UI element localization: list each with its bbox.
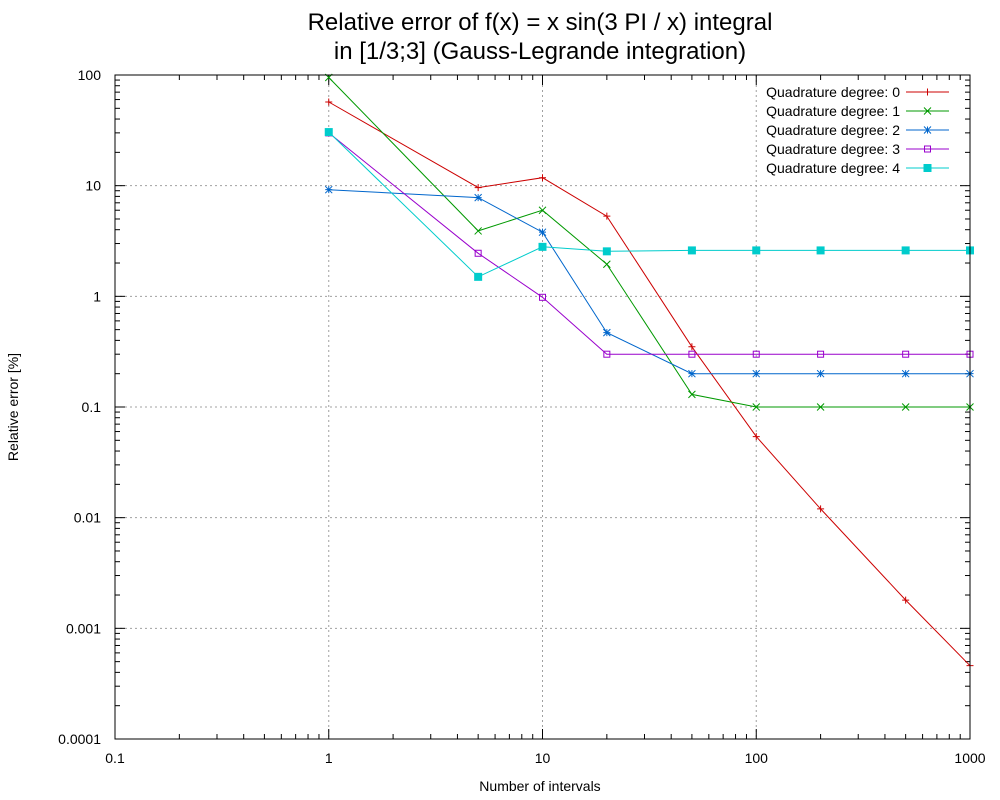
series-2-point [816, 369, 825, 378]
legend-marker [923, 164, 932, 172]
series-3-point [688, 350, 696, 358]
series-1-point [816, 403, 825, 411]
legend-label: Quadrature degree: 2 [766, 122, 900, 138]
series-1-point [752, 403, 761, 411]
series-1-point [901, 403, 910, 411]
series-0-point [603, 212, 611, 220]
series-0-point [539, 174, 546, 182]
x-tick-label: 0.1 [105, 750, 125, 766]
series-3-point [474, 249, 482, 257]
y-axis-label: Relative error [%] [5, 353, 21, 461]
series-2-point [901, 369, 910, 378]
x-tick-label: 1 [325, 750, 333, 766]
series-3-point [539, 293, 546, 301]
series-0-line [328, 101, 971, 667]
series-0-point [817, 505, 825, 513]
series-0 [325, 98, 974, 670]
series-4-point [687, 246, 696, 255]
grid [115, 75, 970, 739]
series-4-point [901, 246, 910, 255]
x-tick-label: 1000 [954, 750, 985, 766]
chart-title-line1: Relative error of f(x) = x sin(3 PI / x)… [308, 9, 773, 36]
series-0-point [474, 184, 482, 192]
series-4-point [752, 246, 761, 255]
series-2-point [474, 193, 483, 202]
series-3-point [752, 350, 760, 358]
series-3-point [817, 350, 825, 358]
plot-frame [114, 74, 971, 740]
x-tick-label: 100 [745, 750, 769, 766]
series-2-point [602, 328, 611, 337]
series-4-point [538, 242, 547, 251]
y-tick-label: 10 [85, 178, 101, 194]
series-3-line [328, 132, 970, 355]
series-3-point [902, 350, 910, 358]
x-tick-label: 10 [535, 750, 551, 766]
series-2-point [688, 369, 696, 378]
series-4-point [324, 128, 333, 137]
series-4-point [602, 247, 611, 256]
legend-marker [923, 107, 932, 115]
y-tick-label: 0.1 [82, 399, 102, 415]
series-1-point [688, 390, 696, 399]
y-tick-label: 1 [93, 288, 101, 304]
series-3 [325, 129, 974, 358]
series-3-point [603, 350, 611, 358]
legend-label: Quadrature degree: 4 [766, 160, 900, 176]
series-0-point [325, 98, 333, 106]
legend-label: Quadrature degree: 3 [766, 141, 900, 157]
legend-label: Quadrature degree: 0 [766, 84, 900, 100]
series-4-point [474, 272, 483, 281]
series-1-point [474, 227, 483, 235]
legend-label: Quadrature degree: 1 [766, 103, 900, 119]
y-tick-label: 0.001 [66, 620, 101, 636]
legend: Quadrature degree: 0 Quadrature degree: 1… [766, 84, 949, 176]
chart-title-line2: in [1/3;3] (Gauss-Legrande integration) [334, 38, 746, 65]
series-1 [324, 73, 974, 411]
series-2-point [324, 185, 333, 194]
axes: 0.1 1 10 100 1000 0.0001 0.001 0.01 0.1 1 10 100 [58, 67, 986, 766]
series-1-point [538, 206, 547, 215]
series-2-point [538, 228, 547, 237]
series-0-point [752, 433, 760, 441]
legend-marker [923, 126, 932, 134]
y-tick-label: 100 [78, 67, 102, 83]
x-axis-label: Number of intervals [479, 778, 600, 794]
y-tick-label: 0.01 [74, 510, 101, 526]
series-2-point [752, 369, 761, 378]
legend-marker [924, 145, 931, 153]
series-1-point [602, 260, 611, 269]
legend-marker [924, 88, 931, 96]
series-0-point [902, 596, 910, 604]
y-tick-label: 0.0001 [58, 731, 101, 747]
series-4-point [816, 246, 825, 255]
series-0-point [688, 343, 696, 351]
